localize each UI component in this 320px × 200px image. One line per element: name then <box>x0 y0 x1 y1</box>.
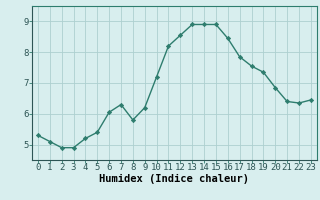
X-axis label: Humidex (Indice chaleur): Humidex (Indice chaleur) <box>100 174 249 184</box>
